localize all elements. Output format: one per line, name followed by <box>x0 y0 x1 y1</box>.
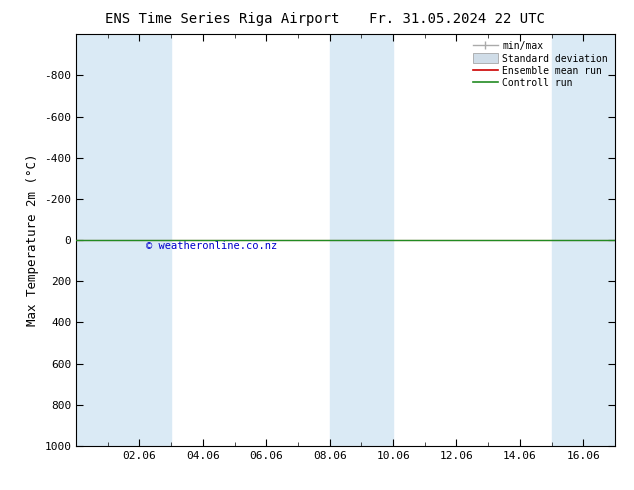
Text: Fr. 31.05.2024 22 UTC: Fr. 31.05.2024 22 UTC <box>368 12 545 26</box>
Text: ENS Time Series Riga Airport: ENS Time Series Riga Airport <box>105 12 339 26</box>
Legend: min/max, Standard deviation, Ensemble mean run, Controll run: min/max, Standard deviation, Ensemble me… <box>471 39 610 90</box>
Y-axis label: Max Temperature 2m (°C): Max Temperature 2m (°C) <box>25 154 39 326</box>
Bar <box>76 34 171 446</box>
Text: © weatheronline.co.nz: © weatheronline.co.nz <box>146 242 278 251</box>
Bar <box>552 34 615 446</box>
Bar <box>330 34 393 446</box>
